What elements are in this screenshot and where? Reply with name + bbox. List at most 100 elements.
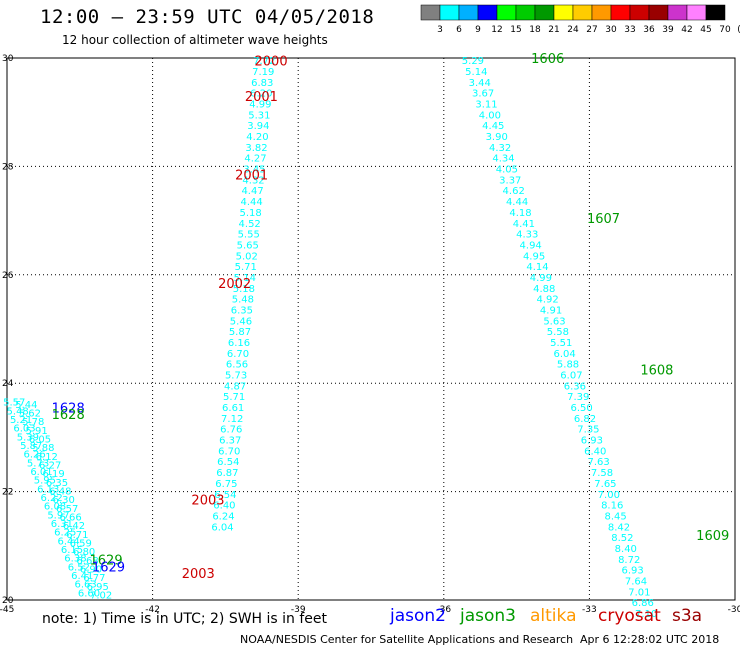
wave-height-value: 6.35: [231, 305, 253, 316]
y-tick-label: 28: [2, 162, 14, 172]
wave-height-value: 6.54: [217, 457, 239, 468]
pass-time-label: 2001: [245, 90, 278, 105]
wave-height-value: 4.32: [489, 143, 511, 154]
satellite-label-cryosat: cryosat: [598, 606, 661, 626]
wave-height-value: 4.47: [241, 186, 263, 197]
wave-height-value: 5.46: [230, 316, 252, 327]
wave-height-value: 4.87: [224, 381, 246, 392]
wave-height-value: 6.16: [228, 338, 250, 349]
wave-height-value: 6.59: [70, 539, 92, 550]
wave-height-value: 5.57: [3, 398, 25, 409]
pass-time-label: 1629: [90, 553, 123, 568]
wave-height-value: 6.05: [29, 434, 51, 445]
colorbar-label: 18: [529, 25, 541, 35]
wave-height-value: 6.52: [68, 562, 90, 573]
wave-height-value: 5.39: [17, 432, 39, 443]
wave-height-value: 6.20: [250, 89, 272, 100]
colorbar-label: 21: [548, 25, 559, 35]
wave-height-value: 6.35: [46, 478, 68, 489]
y-tick-label: 30: [2, 54, 14, 64]
wave-height-value: 7.63: [587, 457, 609, 468]
wave-height-value: 6.93: [581, 436, 603, 447]
wave-height-value: 6.25: [54, 528, 76, 539]
satellite-label-jason3: jason3: [460, 606, 516, 626]
wave-height-value: 4.00: [479, 110, 501, 121]
wave-height-value: 4.45: [482, 121, 504, 132]
wave-height-value: 6.70: [227, 349, 249, 360]
wave-height-value: 6.63: [74, 580, 96, 591]
colorbar-label: 33: [624, 25, 635, 35]
wave-height-value: 7.10: [635, 609, 657, 620]
satellite-label-s3a: s3a: [672, 606, 703, 626]
wave-height-value: 3.45: [243, 165, 265, 176]
wave-height-value: 4.95: [523, 251, 545, 262]
wave-height-value: 4.62: [503, 186, 525, 197]
wave-height-value: 6.82: [574, 414, 596, 425]
pass-time-label: 1606: [531, 52, 564, 67]
track-track-b: 5.295.143.443.673.114.004.453.904.324.34…: [462, 56, 658, 620]
wave-height-value: 6.07: [560, 371, 582, 382]
wave-height-value: 6.40: [213, 501, 235, 512]
x-tick-label: -45: [0, 605, 14, 615]
wave-height-value: 5.88: [557, 360, 579, 371]
wave-height-value: 6.75: [215, 479, 237, 490]
wave-height-value: 7.35: [577, 425, 599, 436]
wave-height-value: 5.95: [34, 476, 56, 487]
wave-height-value: 4.92: [537, 295, 559, 306]
wave-height-value: 6.24: [212, 511, 234, 522]
pass-time-label: 1608: [640, 364, 673, 379]
wave-height-value: 3.82: [245, 143, 267, 154]
wave-height-value: 7.19: [252, 67, 274, 78]
wave-height-value: 6.57: [56, 504, 78, 515]
colorbar-label: 30: [605, 25, 617, 35]
wave-height-value: 5.21: [10, 415, 32, 426]
wave-height-value: 6.44: [58, 536, 80, 547]
wave-height-value: 6.70: [218, 446, 240, 457]
wave-height-value: 4.14: [526, 262, 548, 273]
wave-height-value: 7.39: [567, 392, 589, 403]
wave-height-value: 5.87: [229, 327, 251, 338]
pass-time-label: 2001: [235, 169, 268, 184]
pass-time-label: 2002: [218, 277, 251, 292]
wave-height-value: 7.65: [594, 479, 616, 490]
colorbar-label: 24: [567, 25, 579, 35]
colorbar-label: 12: [491, 25, 502, 35]
wave-height-value: 6.41: [71, 571, 93, 582]
wave-height-value: 5.71: [235, 262, 257, 273]
wave-height-value: 6.86: [632, 598, 654, 609]
wave-height-value: 6.50: [571, 403, 593, 414]
pass-time-label: 1607: [587, 212, 620, 227]
wave-height-value: 5.29: [462, 56, 484, 67]
wave-height-value: 5.48: [232, 295, 254, 306]
wave-height-value: 6.76: [220, 425, 242, 436]
x-tick-label: -39: [291, 605, 306, 615]
wave-height-value: 4.44: [240, 197, 262, 208]
wave-height-value: 6.66: [59, 513, 81, 524]
wave-height-value: 4.99: [249, 100, 271, 111]
wave-height-value: 5.58: [547, 327, 569, 338]
footer-note: note: 1) Time is in UTC; 2) SWH is in fe…: [42, 611, 328, 627]
wave-height-value: 3.44: [469, 78, 491, 89]
wave-height-value: 3.67: [472, 89, 494, 100]
pass-time-label: 1628: [52, 402, 85, 417]
wave-height-value: 4.20: [246, 132, 268, 143]
wave-height-value: 4.91: [540, 305, 562, 316]
wave-height-value: 4.44: [506, 197, 528, 208]
wave-height-value: 6.77: [83, 573, 105, 584]
wave-height-value: 6.42: [63, 521, 85, 532]
wave-height-value: 6.31: [51, 519, 73, 530]
wave-height-value: 3.11: [475, 100, 497, 111]
wave-height-value: 4.18: [509, 208, 531, 219]
wave-height-value: 6.40: [584, 446, 606, 457]
wave-height-value: 6.37: [219, 436, 241, 447]
wave-height-value: 5.71: [223, 392, 245, 403]
wave-height-value: 7.58: [591, 468, 613, 479]
wave-height-value: 5.51: [550, 338, 572, 349]
wave-height-value: 6.80: [73, 547, 95, 558]
wave-height-value: 5.62: [19, 408, 41, 419]
wave-height-value: 4.05: [496, 165, 518, 176]
colorbar-label: 36: [643, 25, 655, 35]
track-track-d: 5.445.625.785.916.055.886.126.276.196.35…: [15, 400, 112, 602]
wave-height-value: 7.00: [598, 490, 620, 501]
